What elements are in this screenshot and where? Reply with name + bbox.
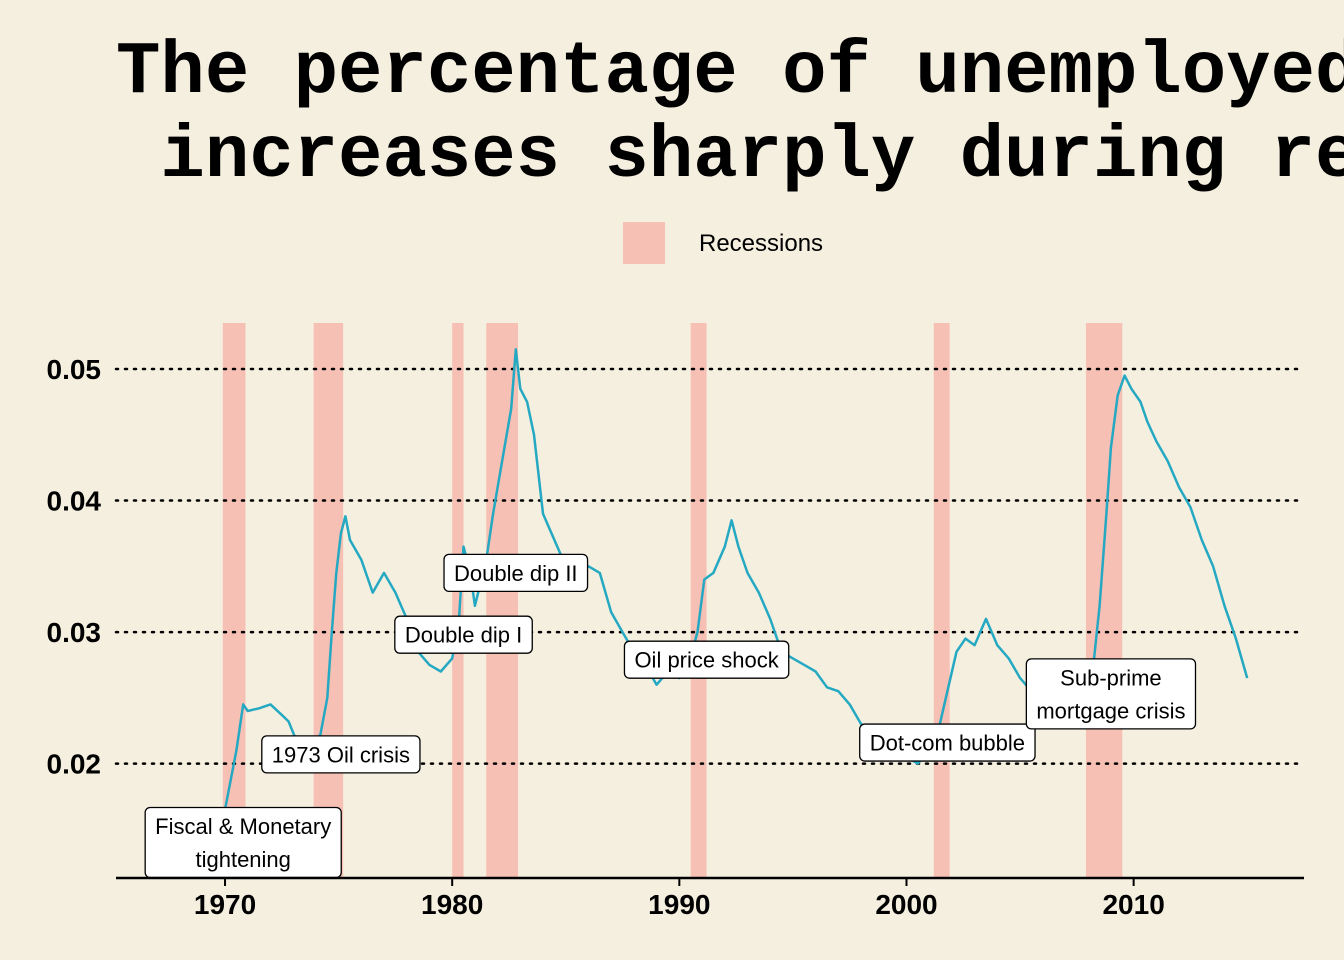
- annotation-text: Dot-com bubble: [870, 731, 1025, 756]
- recession-band: [933, 323, 950, 878]
- annotation: Sub-prime mortgage crisis: [1025, 658, 1197, 730]
- x-tick-label: 1970: [194, 889, 256, 920]
- recession-bands: [222, 323, 1123, 878]
- recession-band: [690, 323, 707, 878]
- chart-title-line-2: increases sharply during recessions: [116, 115, 1344, 199]
- recession-band: [313, 323, 344, 878]
- annotation-text: Double dip II: [454, 561, 578, 586]
- y-tick-label: 0.02: [47, 749, 102, 780]
- legend: Recessions: [623, 222, 823, 264]
- annotation-text: mortgage crisis: [1036, 698, 1185, 723]
- recession-band: [452, 323, 464, 878]
- x-tick-label: 1990: [648, 889, 710, 920]
- annotation-box: [859, 723, 1036, 762]
- annotation-box: [261, 735, 421, 774]
- annotation-text: 1973 Oil crisis: [272, 742, 410, 767]
- annotation-text: tightening: [195, 847, 290, 872]
- annotation: Oil price shock: [623, 640, 790, 679]
- x-tick-label: 2010: [1102, 889, 1164, 920]
- annotation-box: [394, 615, 533, 654]
- annotation-text: Fiscal & Monetary: [155, 814, 331, 839]
- annotation-box: [1025, 658, 1197, 730]
- x-tick-label: 1980: [421, 889, 483, 920]
- legend-swatch-recessions: [623, 222, 665, 264]
- y-tick-label: 0.04: [47, 486, 102, 517]
- annotations: Fiscal & Monetary tightening 1973 Oil cris…: [144, 553, 1197, 879]
- recession-band: [222, 323, 246, 878]
- annotation-box: [623, 640, 790, 679]
- x-axis-ticks: 1970 1980 1990 2000 2010: [194, 878, 1165, 920]
- chart-title-line-1: The percentage of unemployed people: [116, 31, 1344, 115]
- annotation-text: Sub-prime: [1060, 665, 1161, 690]
- legend-label-recessions: Recessions: [699, 230, 823, 257]
- annotation-box: [443, 553, 589, 593]
- chart-title: The percentage of unemployed people incr…: [116, 31, 1344, 199]
- annotation: Fiscal & Monetary tightening: [144, 806, 342, 879]
- annotation: Double dip I: [394, 615, 533, 654]
- y-tick-label: 0.03: [47, 617, 102, 648]
- annotation-text: Oil price shock: [634, 648, 779, 673]
- annotation: Double dip II: [443, 553, 589, 593]
- x-tick-label: 2000: [875, 889, 937, 920]
- y-tick-label: 0.05: [47, 354, 102, 385]
- annotation-text: Double dip I: [405, 623, 522, 648]
- y-axis-ticks: 0.02 0.03 0.04 0.05: [47, 354, 102, 780]
- recession-band: [486, 323, 519, 878]
- annotation: 1973 Oil crisis: [261, 735, 421, 774]
- annotation: Dot-com bubble: [859, 723, 1036, 762]
